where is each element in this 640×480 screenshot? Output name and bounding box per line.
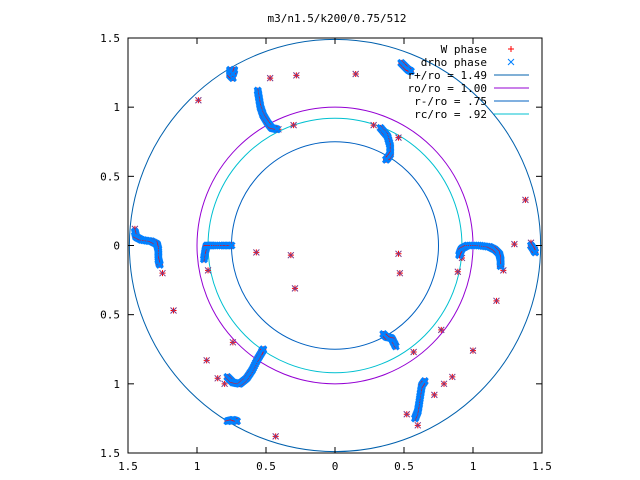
data-point-drho bbox=[204, 267, 212, 274]
y-tick-label: 1 bbox=[113, 101, 120, 114]
arc-point-drho bbox=[228, 69, 237, 79]
data-point-drho bbox=[395, 134, 402, 141]
arc-point-drho bbox=[406, 67, 415, 76]
data-point-drho bbox=[170, 307, 177, 314]
data-point-drho bbox=[370, 121, 377, 129]
data-point-drho bbox=[437, 326, 445, 334]
y-tick-label: 0 bbox=[113, 240, 120, 253]
phase-points bbox=[130, 58, 540, 440]
arc-point-drho bbox=[496, 262, 505, 271]
legend-symbol bbox=[507, 58, 515, 66]
legend-label: drho phase bbox=[421, 56, 487, 69]
data-point-drho bbox=[290, 121, 297, 129]
data-point-drho bbox=[414, 421, 422, 429]
data-point-drho bbox=[431, 391, 438, 399]
arc-point-drho bbox=[227, 241, 236, 250]
legend-symbol bbox=[508, 46, 514, 52]
data-point-drho bbox=[293, 71, 300, 79]
radius-circle-3 bbox=[207, 117, 463, 374]
data-point-drho bbox=[440, 380, 448, 388]
data-point-drho bbox=[396, 269, 404, 277]
arc-point-drho bbox=[531, 248, 540, 257]
data-point-drho bbox=[448, 373, 456, 381]
x-tick-label: 1 bbox=[470, 460, 477, 473]
data-point-drho bbox=[493, 297, 500, 305]
legend-label: ro/ro = 1.00 bbox=[408, 82, 487, 95]
data-point-drho bbox=[352, 70, 360, 78]
data-point-drho bbox=[522, 196, 529, 204]
arc-point-drho bbox=[155, 260, 164, 269]
y-tick-label: 0.5 bbox=[100, 170, 120, 183]
data-point-drho bbox=[395, 250, 402, 258]
data-point-drho bbox=[403, 410, 411, 418]
y-tick-label: 1.5 bbox=[100, 32, 120, 45]
legend-label: r+/ro = 1.49 bbox=[408, 69, 487, 82]
data-point-drho bbox=[266, 74, 274, 82]
arc-point-drho bbox=[381, 155, 391, 164]
data-point-drho bbox=[272, 433, 280, 440]
legend-label: rc/ro = .92 bbox=[414, 108, 487, 121]
data-point-drho bbox=[511, 240, 518, 248]
data-point-drho bbox=[291, 285, 299, 292]
data-point-drho bbox=[410, 348, 418, 356]
data-point-drho bbox=[454, 268, 462, 276]
radius-circle-1 bbox=[196, 106, 474, 385]
x-tick-label: 0.5 bbox=[256, 460, 276, 473]
data-point-drho bbox=[203, 356, 211, 364]
arc-point-drho bbox=[379, 329, 388, 339]
x-tick-label: 1.5 bbox=[118, 460, 138, 473]
legend-label: r-/ro = .75 bbox=[414, 95, 487, 108]
data-point-drho bbox=[195, 96, 202, 104]
y-tick-label: 1 bbox=[113, 378, 120, 391]
y-tick-label: 0.5 bbox=[100, 309, 120, 322]
arc-point-drho bbox=[420, 377, 429, 386]
legend-label: W phase bbox=[441, 43, 487, 56]
arc-point-drho bbox=[272, 125, 282, 134]
data-point-drho bbox=[287, 251, 295, 259]
data-point-drho bbox=[469, 347, 477, 354]
radius-circle-2 bbox=[231, 141, 439, 350]
arc-point-drho bbox=[232, 417, 242, 426]
data-point-drho bbox=[229, 338, 237, 346]
x-tick-label: 0.5 bbox=[394, 460, 414, 473]
y-tick-label: 1.5 bbox=[100, 447, 120, 460]
data-point-drho bbox=[159, 269, 166, 277]
x-tick-label: 1 bbox=[194, 460, 201, 473]
chart-title: m3/n1.5/k200/0.75/512 bbox=[267, 12, 406, 25]
x-tick-label: 1.5 bbox=[532, 460, 552, 473]
data-point-drho bbox=[214, 374, 222, 382]
data-point-drho bbox=[252, 249, 260, 256]
arc-point-drho bbox=[259, 345, 268, 354]
x-tick-label: 0 bbox=[332, 460, 339, 473]
